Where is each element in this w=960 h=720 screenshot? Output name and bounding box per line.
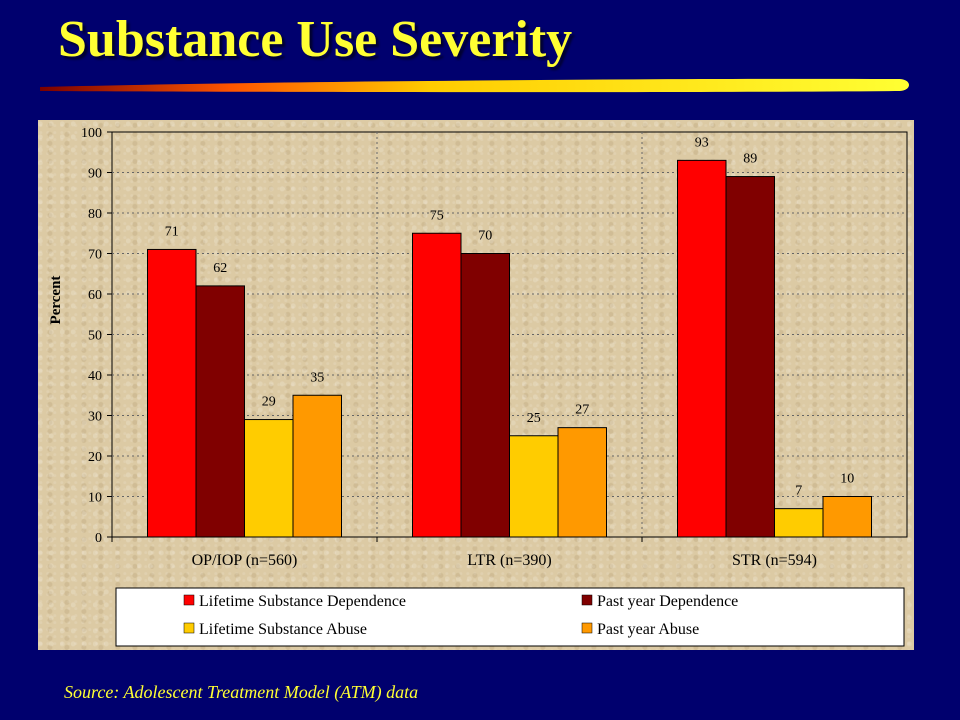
bar [677, 159, 727, 538]
legend-swatch [581, 594, 593, 606]
bar [460, 253, 510, 538]
bar-chart: 0 10 20 30 40 50 60 70 80 90 100 Percent 71 62 29 35 OP/… [48, 126, 908, 647]
y-tick-label: 50 [88, 329, 102, 344]
data-label: 25 [527, 411, 541, 426]
bar [725, 176, 775, 538]
y-tick-label: 30 [88, 410, 102, 425]
y-tick-label: 70 [88, 248, 102, 263]
legend-label: Past year Dependence [597, 593, 738, 610]
legend-label: Lifetime Substance Dependence [199, 593, 406, 610]
data-label: 89 [743, 152, 757, 167]
legend-swatch [183, 594, 195, 606]
bar [412, 232, 462, 538]
y-tick-label: 40 [88, 369, 102, 384]
data-label: 27 [575, 403, 589, 418]
data-label: 71 [165, 224, 179, 239]
y-tick-label: 0 [95, 531, 102, 546]
y-tick-label: 60 [88, 288, 102, 303]
data-label: 62 [213, 261, 227, 276]
bar [292, 394, 342, 538]
x-tick-label: OP/IOP (n=560) [192, 552, 298, 569]
source-note: Source: Adolescent Treatment Model (ATM)… [64, 682, 419, 702]
y-tick-label: 10 [88, 491, 102, 506]
data-label: 29 [262, 395, 276, 410]
y-tick-label: 100 [81, 126, 102, 141]
x-tick-label: STR (n=594) [732, 552, 817, 569]
chart-panel: 0 10 20 30 40 50 60 70 80 90 100 Percent 71 62 29 35 OP/… [38, 120, 914, 650]
bar [195, 285, 245, 538]
x-tick-label: LTR (n=390) [467, 552, 551, 569]
y-tick-label: 90 [88, 167, 102, 182]
data-label: 7 [795, 484, 802, 499]
legend-swatch [183, 622, 195, 634]
data-label: 35 [310, 370, 324, 385]
legend-box [115, 587, 905, 647]
y-tick-label: 20 [88, 450, 102, 465]
bar [774, 508, 824, 538]
data-label: 70 [478, 229, 492, 244]
legend-swatch [581, 622, 593, 634]
bar [244, 419, 294, 538]
bar [509, 435, 559, 538]
legend-label: Lifetime Substance Abuse [199, 621, 367, 638]
bar [147, 248, 197, 538]
title-underline-swoosh [40, 78, 909, 93]
data-label: 10 [840, 472, 854, 487]
bar [557, 427, 607, 538]
y-tick-label: 80 [88, 207, 102, 222]
data-label: 75 [430, 208, 444, 223]
page-title: Substance Use Severity [58, 11, 573, 68]
data-label: 93 [695, 135, 709, 150]
legend-label: Past year Abuse [597, 621, 699, 638]
bar [822, 496, 872, 538]
y-axis-label: Percent [48, 276, 64, 325]
